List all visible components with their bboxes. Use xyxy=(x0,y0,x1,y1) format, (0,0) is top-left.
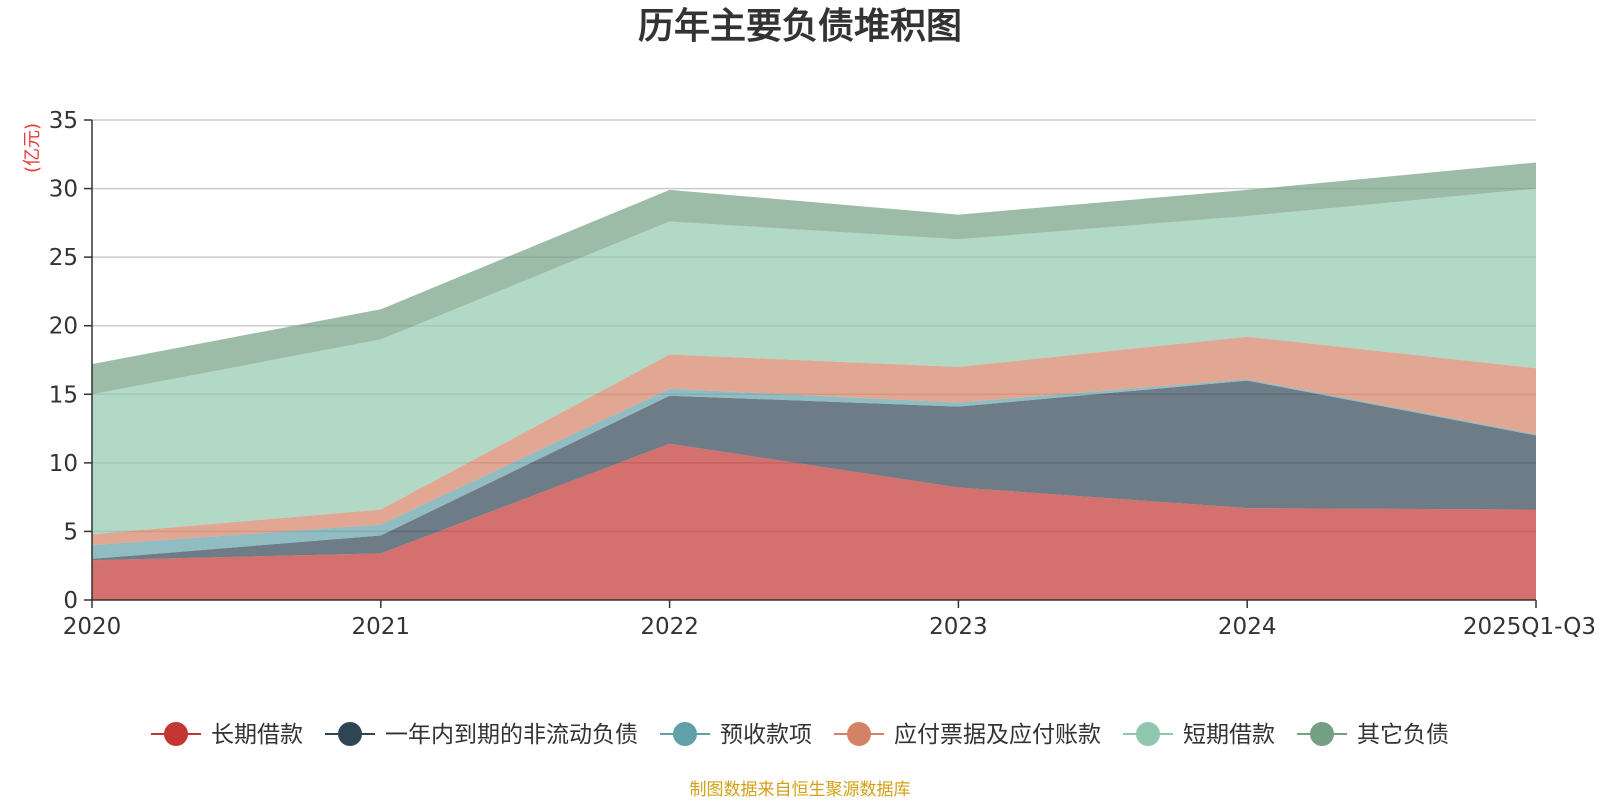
legend-label: 应付票据及应付账款 xyxy=(894,722,1101,748)
legend-label: 短期借款 xyxy=(1183,722,1275,748)
legend-marker xyxy=(164,722,188,746)
legend-item-5[interactable]: 其它负债 xyxy=(1297,722,1449,748)
area-series-1 xyxy=(92,380,1536,561)
legend-marker xyxy=(1310,722,1334,746)
data-source-note: 制图数据来自恒生聚源数据库 xyxy=(690,780,911,800)
y-tick-label: 15 xyxy=(49,382,78,408)
x-tick-label: 2024 xyxy=(1218,614,1277,640)
legend-item-3[interactable]: 应付票据及应付账款 xyxy=(834,722,1101,748)
area-series-4 xyxy=(92,188,1536,535)
area-series-3 xyxy=(92,336,1536,546)
legend-label: 预收款项 xyxy=(720,722,812,748)
legend-item-2[interactable]: 预收款项 xyxy=(660,722,812,748)
x-tick-label: 2021 xyxy=(352,614,411,640)
legend-marker xyxy=(1136,722,1160,746)
area-series-2 xyxy=(92,379,1536,559)
legend-label: 长期借款 xyxy=(211,722,303,748)
y-tick-label: 20 xyxy=(49,314,78,340)
y-tick-label: 10 xyxy=(49,451,78,477)
y-tick-label: 25 xyxy=(49,245,78,271)
x-tick-label: 2023 xyxy=(929,614,988,640)
legend: 长期借款 一年内到期的非流动负债 预收款项 应付票据及应付账款 短期借款 其它负债 xyxy=(151,722,1449,748)
legend-marker xyxy=(673,722,697,746)
legend-marker xyxy=(338,722,362,746)
legend-label: 一年内到期的非流动负债 xyxy=(385,722,638,748)
y-tick-label: 5 xyxy=(63,519,78,545)
y-tick-label: 0 xyxy=(63,588,78,614)
area-series-0 xyxy=(92,443,1536,600)
legend-item-1[interactable]: 一年内到期的非流动负债 xyxy=(325,722,638,748)
axes: 0 5 10 15 20 25 30 35 2020 2021 2022 2023 2024 2025Q1… xyxy=(49,108,1596,640)
legend-marker xyxy=(847,722,871,746)
area-series-5 xyxy=(92,162,1536,395)
legend-item-4[interactable]: 短期借款 xyxy=(1123,722,1275,748)
y-axis-unit-label: (亿元) xyxy=(22,123,43,173)
legend-label: 其它负债 xyxy=(1357,722,1449,748)
x-tick-label: 2025Q1-Q3 xyxy=(1463,614,1596,640)
x-tick-label: 2022 xyxy=(640,614,699,640)
area-series xyxy=(92,162,1536,600)
chart-title: 历年主要负债堆积图 xyxy=(638,6,962,47)
legend-item-0[interactable]: 长期借款 xyxy=(151,722,303,748)
x-tick-label: 2020 xyxy=(63,614,122,640)
y-tick-label: 35 xyxy=(49,108,78,134)
y-tick-label: 30 xyxy=(49,177,78,203)
